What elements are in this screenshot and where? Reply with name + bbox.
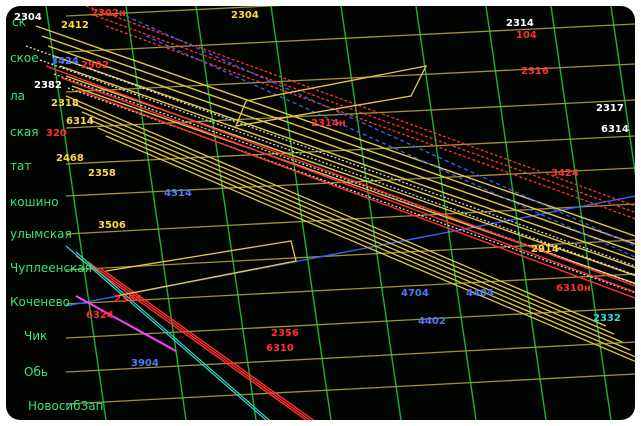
train-path — [95, 15, 635, 214]
station-label: НовосибЗап — [28, 399, 103, 413]
station-label: ское — [10, 51, 39, 65]
train-path — [53, 55, 635, 261]
train-path — [67, 87, 635, 294]
time-line — [195, 6, 257, 420]
train-number: 3424 — [551, 168, 579, 179]
station-line — [65, 341, 635, 373]
station-label: улымская — [10, 227, 72, 241]
train-number: 2318 — [51, 98, 79, 109]
train-number: 6324 — [86, 310, 114, 321]
time-grid-lines — [45, 6, 635, 420]
train-number: 2354 — [114, 294, 142, 305]
station-line — [65, 6, 283, 17]
station-line — [65, 167, 635, 197]
train-path — [75, 251, 271, 420]
station-line — [65, 99, 635, 129]
train-path — [65, 245, 267, 420]
train-number: 104 — [516, 30, 537, 41]
time-line — [270, 6, 332, 420]
station-line — [65, 273, 635, 305]
train-number: 2302н — [91, 8, 126, 19]
train-number: 6310 — [266, 343, 294, 354]
station-line — [65, 63, 635, 93]
train-number: 2304 — [14, 12, 42, 23]
station-label: тат — [10, 159, 31, 173]
train-number: 6310н — [556, 283, 591, 294]
train-path — [61, 77, 635, 293]
train-path — [47, 45, 635, 253]
train-path — [89, 119, 631, 351]
train-number: 4402 — [418, 316, 446, 327]
train-path — [234, 65, 428, 127]
train-number: 2902 — [81, 60, 109, 71]
station-line — [65, 203, 635, 235]
station-label: Обь — [24, 365, 48, 379]
train-path — [59, 65, 635, 269]
train-path — [73, 103, 615, 335]
station-label: Чик — [24, 329, 47, 343]
train-number: 2356 — [271, 328, 299, 339]
train-path — [105, 135, 635, 363]
time-line — [340, 6, 402, 420]
station-line — [65, 307, 635, 339]
station-label: Чуплеенская — [10, 261, 92, 275]
train-number: 2412 — [61, 20, 89, 31]
station-line — [65, 23, 635, 53]
train-path — [65, 95, 607, 327]
train-path — [41, 35, 635, 245]
train-number-labels: 2304 2302н2412230429023424238223186314320… — [14, 8, 629, 369]
train-path — [75, 295, 177, 352]
train-number: 2382 — [34, 80, 62, 91]
train-number: 3506 — [98, 220, 126, 231]
train-number: 3424 — [51, 56, 79, 67]
train-path — [81, 111, 623, 343]
train-number: 2304 — [231, 10, 259, 21]
time-line — [485, 6, 547, 420]
train-number: 2358 — [88, 168, 116, 179]
time-line — [415, 6, 477, 420]
train-path — [99, 267, 315, 420]
train-path — [87, 261, 311, 420]
train-number: 6314 — [601, 124, 629, 135]
train-number: 2468 — [56, 153, 84, 164]
station-line — [65, 373, 635, 405]
train-number: 2314н — [311, 118, 346, 129]
station-label: ла — [10, 89, 25, 103]
train-number: 4704 — [401, 288, 429, 299]
train-path — [125, 15, 635, 247]
time-line — [610, 6, 635, 177]
station-label: ск — [12, 15, 26, 29]
train-number: 320 — [46, 128, 67, 139]
train-path — [97, 127, 635, 358]
train-number: 2314 — [506, 18, 534, 29]
time-line — [45, 6, 107, 420]
train-number: 4404 — [466, 288, 494, 299]
train-path — [105, 240, 297, 297]
train-path — [75, 255, 307, 420]
train-number: 2332 — [593, 313, 621, 324]
station-label: кошино — [10, 195, 59, 209]
station-label: Коченево — [10, 295, 70, 309]
train-path — [45, 65, 635, 287]
train-number: 4314 — [164, 188, 192, 199]
train-path — [77, 89, 635, 299]
train-number: 2317 — [596, 103, 624, 114]
station-labels: ск ское ла ская тат кошино улымская Чуплеенская… — [10, 15, 103, 413]
train-number: 2914 — [531, 244, 559, 255]
train-graph: ск ское ла ская тат кошино улымская Чуплеенская… — [10, 6, 635, 420]
station-line — [65, 239, 635, 271]
time-line — [550, 6, 612, 420]
station-label: ская — [10, 125, 38, 139]
train-schedule-display: ск ское ла ская тат кошино улымская Чуплеенская… — [6, 6, 635, 420]
train-number: 6314 — [66, 116, 94, 127]
train-number: 2316 — [521, 66, 549, 77]
train-paths — [25, 6, 635, 420]
train-path — [145, 35, 635, 258]
train-number: 3904 — [131, 358, 159, 369]
